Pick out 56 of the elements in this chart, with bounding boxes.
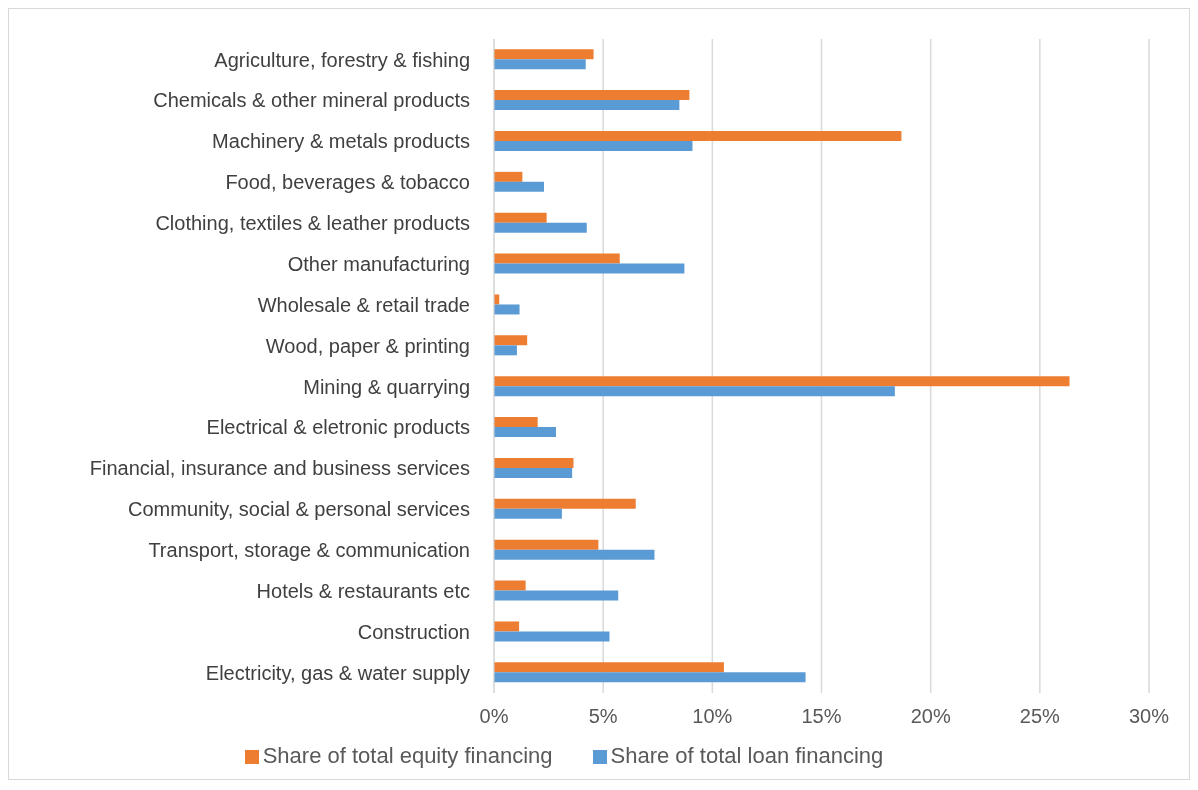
bar xyxy=(494,49,594,60)
legend-label: Share of total loan financing xyxy=(610,743,884,768)
y-tick-label: Transport, storage & communication xyxy=(148,539,470,562)
bar xyxy=(494,90,690,101)
bar xyxy=(494,427,557,438)
bar xyxy=(494,335,528,346)
bar xyxy=(494,631,610,642)
bar xyxy=(494,376,1070,387)
y-tick-label: Wholesale & retail trade xyxy=(257,293,470,316)
x-tick-label: 5% xyxy=(588,705,618,728)
bar xyxy=(494,171,523,182)
y-tick-label: Clothing, textiles & leather products xyxy=(155,212,470,235)
bar xyxy=(494,662,724,673)
y-tick-label: Machinery & metals products xyxy=(212,130,470,153)
bar xyxy=(494,580,526,591)
y-tick-label: Hotels & restaurants etc xyxy=(256,579,470,602)
y-tick-label: Electrical & eletronic products xyxy=(206,416,470,439)
legend-label: Share of total equity financing xyxy=(262,743,553,768)
bar xyxy=(494,181,544,192)
bar xyxy=(494,263,685,274)
bar xyxy=(494,498,636,509)
y-tick-label: Agriculture, forestry & fishing xyxy=(214,48,470,71)
y-tick-label: Financial, insurance and business services xyxy=(89,457,470,480)
bar xyxy=(494,508,562,519)
bar xyxy=(494,59,586,70)
y-tick-label: Community, social & personal services xyxy=(128,498,470,521)
bar xyxy=(494,539,599,550)
y-tick-label: Electricity, gas & water supply xyxy=(205,661,470,684)
x-tick-label: 15% xyxy=(801,705,842,728)
bar xyxy=(494,304,520,315)
y-tick-label: Wood, paper & printing xyxy=(265,334,470,357)
bar xyxy=(494,549,655,560)
bar xyxy=(494,467,573,478)
bar xyxy=(494,130,902,141)
y-tick-label: Other manufacturing xyxy=(287,252,470,275)
x-tick-label: 0% xyxy=(479,705,509,728)
bar xyxy=(494,386,895,397)
bar xyxy=(494,253,620,264)
bar xyxy=(494,590,619,601)
bar xyxy=(494,672,806,683)
y-tick-label: Chemicals & other mineral products xyxy=(153,89,470,112)
x-tick-label: 10% xyxy=(692,705,733,728)
bar xyxy=(494,222,587,233)
y-tick-label: Food, beverages & tobacco xyxy=(225,171,470,194)
x-tick-label: 20% xyxy=(910,705,951,728)
x-tick-label: 30% xyxy=(1128,705,1170,728)
y-tick-label: Construction xyxy=(357,620,470,643)
bar xyxy=(494,417,538,428)
bar xyxy=(494,345,517,356)
x-tick-label: 25% xyxy=(1019,705,1061,728)
bar xyxy=(494,457,574,468)
bar xyxy=(494,100,680,111)
y-tick-label: Mining & quarrying xyxy=(303,375,470,398)
bar xyxy=(494,212,547,223)
bar xyxy=(494,140,693,151)
bar xyxy=(494,621,520,632)
